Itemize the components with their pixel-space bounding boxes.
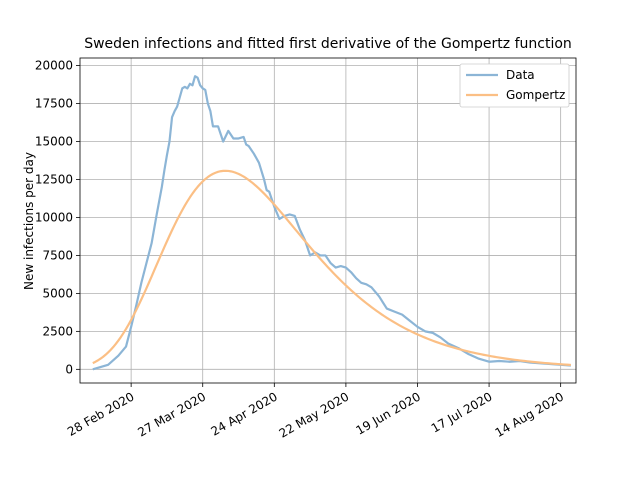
y-tick-label: 17500 (35, 97, 73, 111)
y-tick-label: 7500 (42, 248, 73, 262)
plot-lines (92, 75, 571, 371)
series-data-line (92, 75, 571, 371)
series-gompertz-line (92, 169, 571, 367)
y-tick-label: 10000 (35, 210, 73, 224)
legend[interactable]: Data Gompertz (459, 63, 570, 108)
chart-title: Sweden infections and fitted first deriv… (84, 36, 572, 52)
grid-lines (80, 58, 576, 383)
y-tick-label: 12500 (35, 172, 73, 186)
legend-label-gompertz: Gompertz (506, 88, 565, 102)
y-axis-label: New infections per day (22, 152, 36, 290)
y-tick-label: 20000 (35, 59, 73, 73)
plot-frame (79, 57, 577, 384)
y-tick-label: 5000 (42, 286, 73, 300)
legend-label-data: Data (506, 68, 535, 82)
y-tick-label: 15000 (35, 135, 73, 149)
y-tick-label: 2500 (42, 324, 73, 338)
y-tick-label: 0 (65, 362, 73, 376)
y-axis: 0 2500 5000 7500 10000 12500 15000 17500 20000 (35, 59, 80, 376)
